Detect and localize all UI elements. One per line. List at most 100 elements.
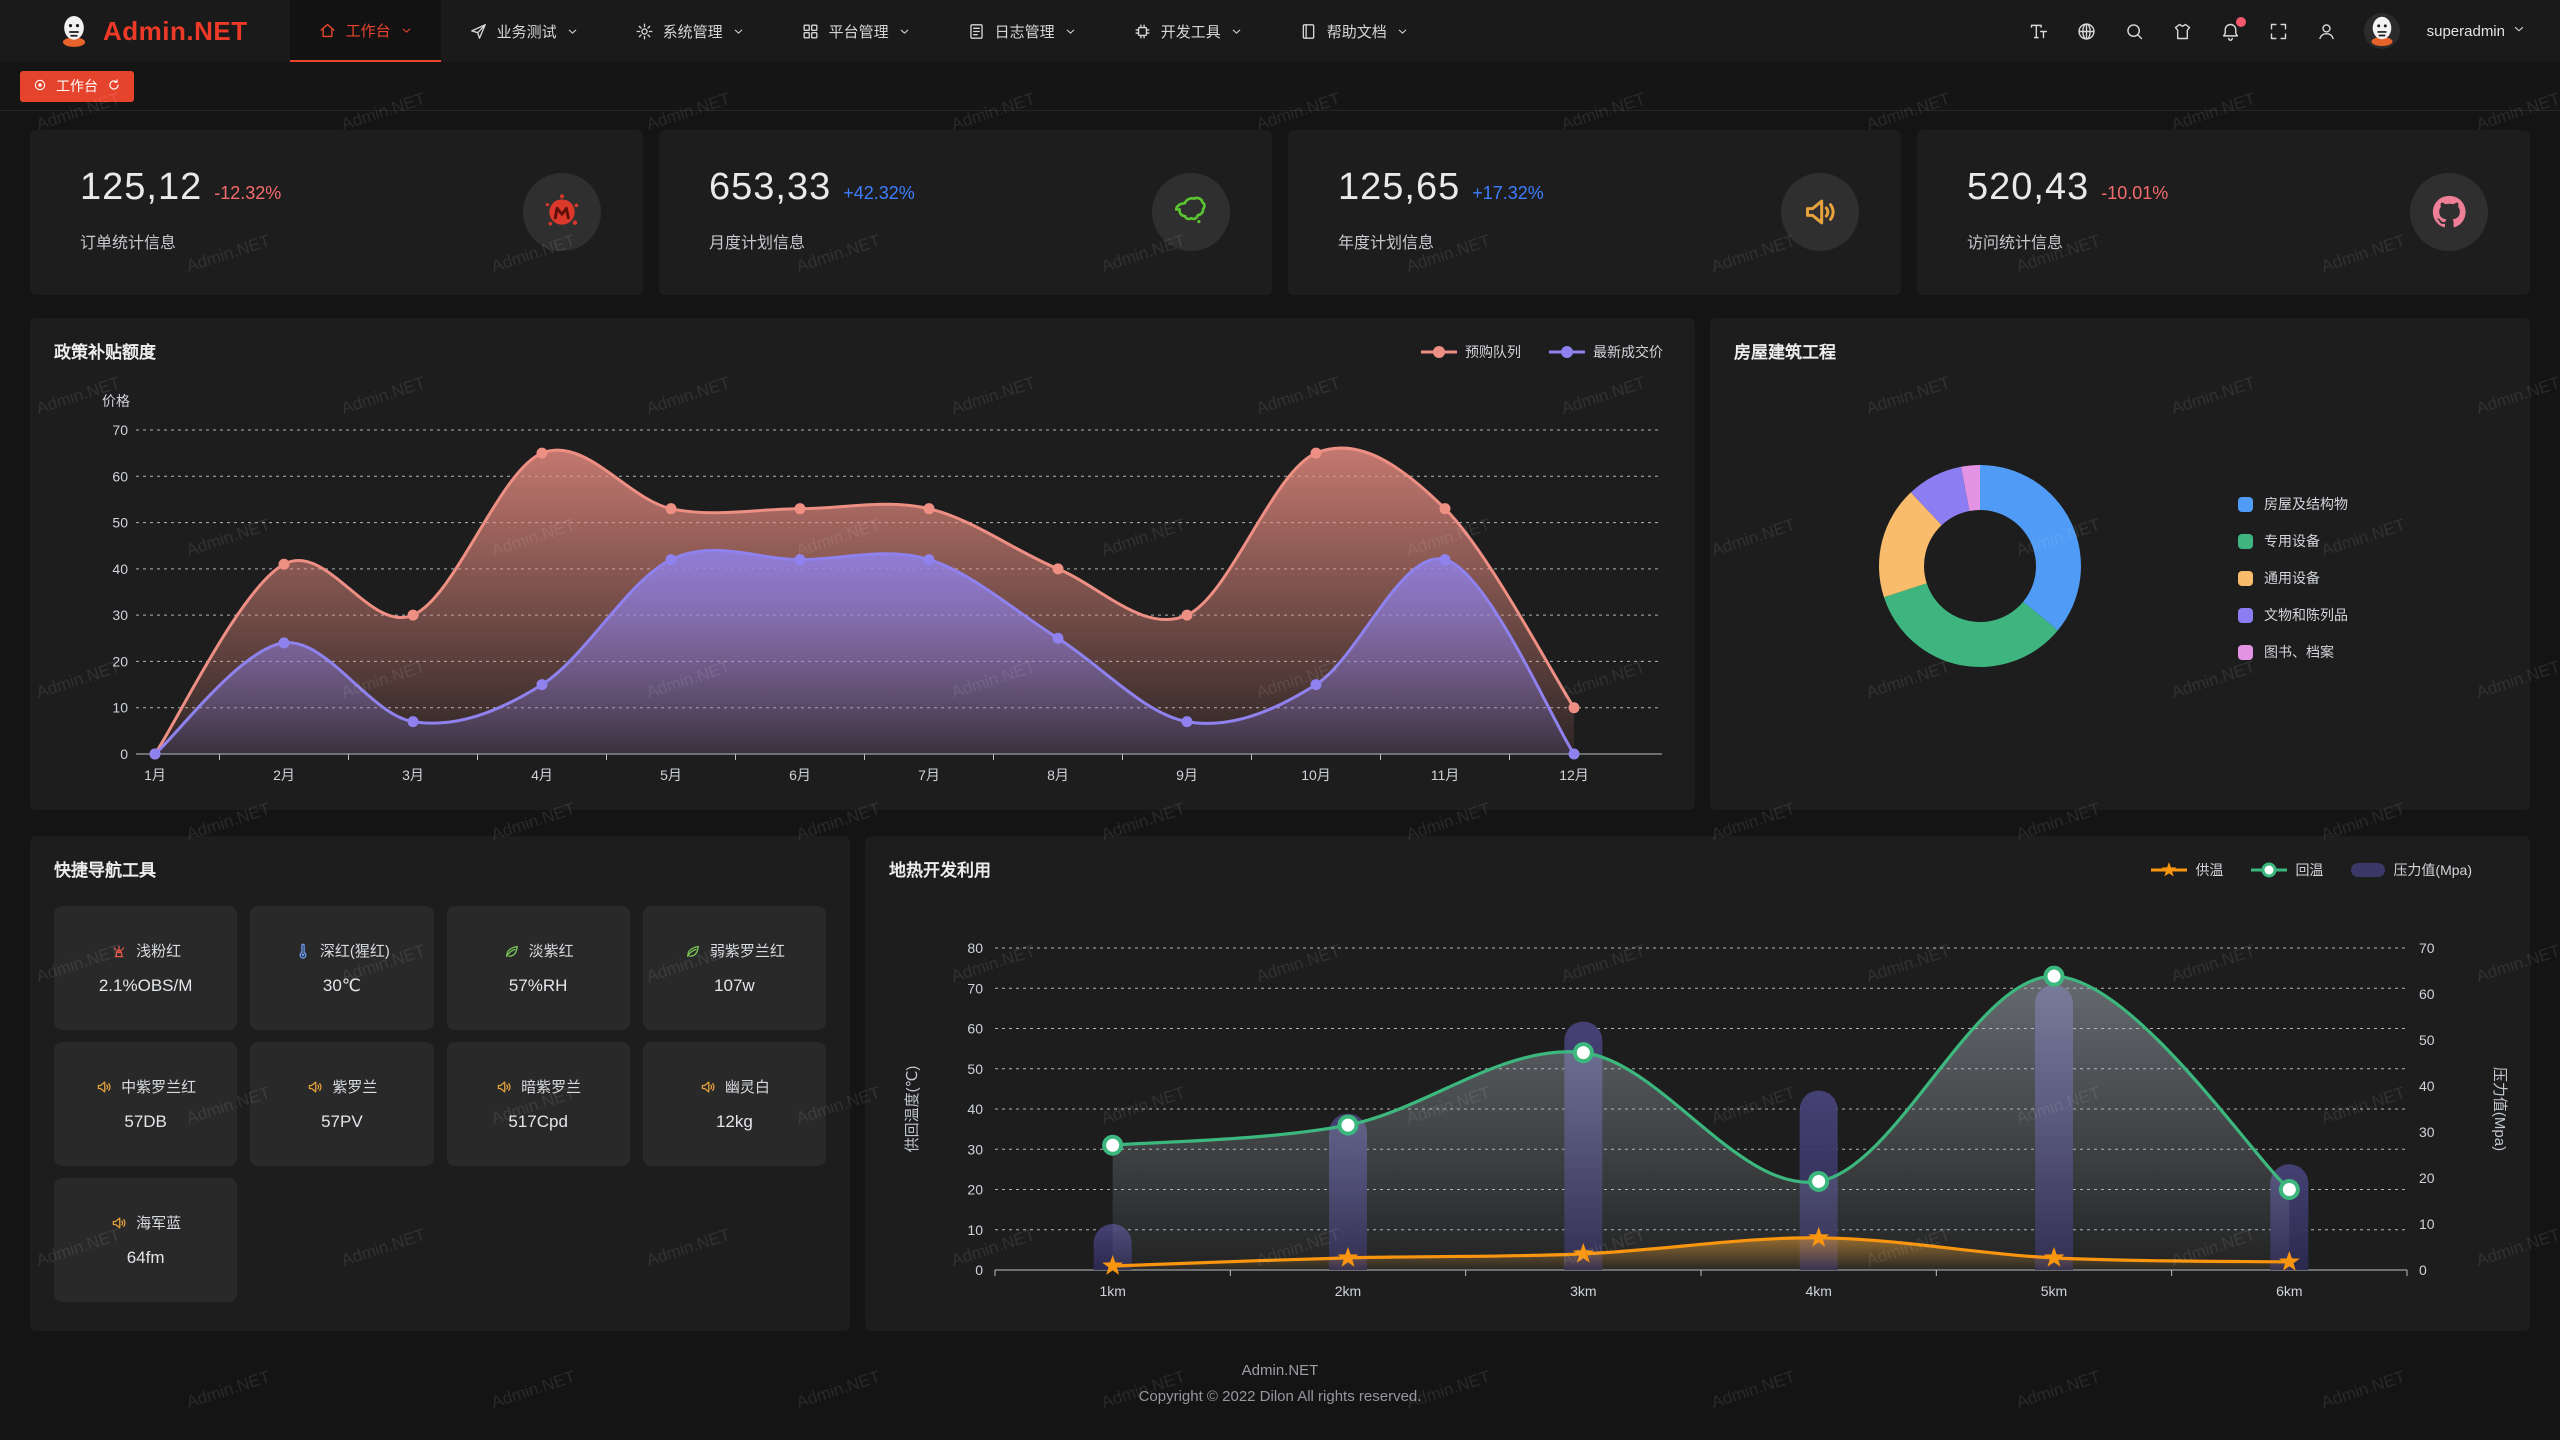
- stat-label: 年度计划信息: [1338, 235, 1435, 252]
- tags-bar: 工作台: [0, 62, 2560, 111]
- legend-item-1[interactable]: 最新成交价: [1549, 342, 1663, 362]
- quick-card-value: 64fm: [126, 1248, 165, 1267]
- theme-icon: [2174, 23, 2190, 39]
- quick-nav-card-4[interactable]: 中紫罗兰红 57DB: [54, 1042, 238, 1166]
- legend-item-2[interactable]: 压力值(Mpa): [2351, 860, 2472, 880]
- user-icon[interactable]: [2316, 21, 2337, 42]
- quick-card-name: 淡紫红: [528, 943, 574, 960]
- quick-card-name: 暗紫罗兰: [521, 1079, 582, 1096]
- quick-card-value: 57%RH: [508, 976, 568, 995]
- panel-geothermal: 地热开发利用 供温 回温 压力值(Mpa) 0 10 20 30 40 50 60 70 80 0 10…: [865, 836, 2530, 1331]
- speaker-icon: [112, 1216, 126, 1229]
- main-nav: 工作台 业务测试 系统管理 平台管理 日志管理 开发工具 帮助文档: [289, 0, 1437, 62]
- nav-item-0[interactable]: 工作台: [289, 0, 441, 62]
- stat-icon-circle: [1152, 173, 1230, 251]
- logo[interactable]: Admin.NET: [0, 12, 290, 50]
- svg-text:40: 40: [2419, 1078, 2435, 1094]
- search-icon[interactable]: [2124, 21, 2145, 42]
- logo-mascot-icon: [55, 12, 93, 50]
- dot-circle-icon: [34, 79, 46, 90]
- nav-item-6[interactable]: 帮助文档: [1271, 0, 1437, 62]
- book-icon: [1302, 23, 1315, 39]
- stat-card-2: 125,65 +17.32% 年度计划信息: [1288, 130, 1901, 295]
- theme-icon[interactable]: [2172, 21, 2193, 42]
- area-chart: 0 10 20 30 40 50 60 70 价格 1月 2月 3月 4月 5月 6月 7月 8月 9月 10月 11…: [102, 393, 1662, 783]
- legend-item-3[interactable]: 文物和陈列品: [2238, 605, 2348, 625]
- stat-label: 月度计划信息: [709, 235, 806, 252]
- panel-building-project: 房屋建筑工程 房屋及结构物 专用设备 通用设备 文物和陈列品 图书、档案: [1710, 318, 2530, 810]
- bell-icon: [2222, 23, 2238, 41]
- quick-card-name: 幽灵白: [724, 1079, 770, 1096]
- quick-nav-card-5[interactable]: 紫罗兰 57PV: [250, 1042, 434, 1166]
- svg-text:4km: 4km: [1805, 1283, 1831, 1299]
- quick-card-name: 海军蓝: [136, 1215, 182, 1232]
- chart-legend: 供温 回温 压力值(Mpa): [2151, 860, 2472, 880]
- speaker-icon: [701, 1080, 715, 1093]
- svg-text:60: 60: [112, 468, 128, 484]
- quick-nav-card-2[interactable]: 淡紫红 57%RH: [446, 906, 630, 1030]
- nav-item-label: 业务测试: [496, 23, 557, 41]
- language-icon[interactable]: [2076, 21, 2097, 42]
- chevron-down-icon: [734, 29, 742, 34]
- legend-item-0[interactable]: 供温: [2151, 860, 2223, 880]
- mascot-icon: [2371, 16, 2393, 46]
- chart-legend: 预购队列 最新成交价: [1421, 342, 1663, 362]
- font-size-icon[interactable]: [2028, 21, 2049, 42]
- chevron-down-icon: [2514, 26, 2524, 32]
- nav-item-2[interactable]: 系统管理: [607, 0, 773, 62]
- stat-card-1: 653,33 +42.32% 月度计划信息: [659, 130, 1272, 295]
- language-icon: [2077, 22, 2095, 40]
- stat-value: 125,65: [1338, 166, 1461, 208]
- font-size-icon: [2030, 24, 2047, 38]
- quick-nav-card-0[interactable]: 浅粉红 2.1%OBS/M: [54, 906, 238, 1030]
- nav-item-4[interactable]: 日志管理: [939, 0, 1105, 62]
- svg-text:10: 10: [2419, 1216, 2435, 1232]
- nav-item-label: 开发工具: [1160, 23, 1221, 41]
- quick-card-name: 深红(猩红): [319, 943, 390, 960]
- mascot-icon: [62, 15, 86, 47]
- notification-dot: [2235, 16, 2246, 27]
- fullscreen-icon[interactable]: [2268, 21, 2289, 42]
- nav-item-3[interactable]: 平台管理: [773, 0, 939, 62]
- chart-legend: 房屋及结构物 专用设备通用设备文物和陈列品 图书、档案: [2238, 494, 2348, 662]
- nav-item-1[interactable]: 业务测试: [441, 0, 607, 62]
- quick-nav-card-8[interactable]: 海军蓝 64fm: [54, 1178, 238, 1302]
- svg-text:30: 30: [2419, 1124, 2435, 1140]
- stat-cards-row: 125,12 -12.32% 订单统计信息 653,33 +42.32% 月度计划信息 12…: [30, 130, 2530, 295]
- nav-item-label: 日志管理: [994, 23, 1055, 41]
- nav-item-label: 工作台: [345, 22, 391, 40]
- legend-item-1[interactable]: 回温: [2251, 860, 2323, 880]
- header-actions: superadmin: [2028, 13, 2560, 49]
- svg-text:3km: 3km: [1570, 1283, 1596, 1299]
- svg-text:70: 70: [2419, 940, 2435, 956]
- bell-icon[interactable]: [2220, 16, 2246, 42]
- svg-text:10: 10: [967, 1222, 983, 1238]
- legend-item-2[interactable]: 通用设备: [2238, 568, 2348, 588]
- footer-copyright: Copyright © 2022 Dilon All rights reserv…: [1138, 1388, 1422, 1405]
- quick-nav-grid: 浅粉红 2.1%OBS/M 深红(猩红) 30℃ 淡紫红 57%RH 弱紫罗兰红 107w 中紫…: [54, 906, 826, 1302]
- refresh-icon: [109, 78, 119, 90]
- user-menu[interactable]: superadmin: [2427, 22, 2526, 40]
- avatar[interactable]: [2363, 13, 2400, 49]
- svg-text:50: 50: [112, 515, 128, 531]
- stat-value: 125,12: [80, 166, 203, 208]
- quick-nav-card-3[interactable]: 弱紫罗兰红 107w: [642, 906, 826, 1030]
- panel-title: 政策补贴额度: [54, 343, 156, 362]
- tab-workbench[interactable]: 工作台: [20, 70, 134, 102]
- footer-app-name: Admin.NET: [1241, 1362, 1319, 1379]
- octocat-icon: [2432, 195, 2466, 228]
- quick-nav-card-7[interactable]: 幽灵白 12kg: [642, 1042, 826, 1166]
- logo-text: Admin.NET: [103, 15, 248, 46]
- quick-nav-card-6[interactable]: 暗紫罗兰 517Cpd: [446, 1042, 630, 1166]
- nav-item-5[interactable]: 开发工具: [1105, 0, 1271, 62]
- legend-item-1[interactable]: 专用设备: [2238, 531, 2348, 551]
- chip-icon: [1135, 23, 1150, 39]
- quick-nav-card-1[interactable]: 深红(猩红) 30℃: [250, 906, 434, 1030]
- refresh-icon[interactable]: [107, 78, 121, 95]
- legend-item-0[interactable]: 预购队列: [1421, 342, 1521, 362]
- stat-delta: -10.01%: [2101, 183, 2169, 203]
- svg-text:压力值(Mpa): 压力值(Mpa): [2491, 1067, 2508, 1151]
- legend-item-0[interactable]: 房屋及结构物: [2238, 494, 2348, 514]
- legend-item-4[interactable]: 图书、档案: [2238, 642, 2348, 662]
- donut-chart: [1878, 465, 2081, 668]
